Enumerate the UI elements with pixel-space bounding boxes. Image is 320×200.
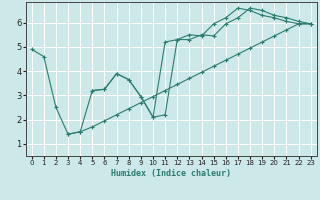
X-axis label: Humidex (Indice chaleur): Humidex (Indice chaleur) <box>111 169 231 178</box>
